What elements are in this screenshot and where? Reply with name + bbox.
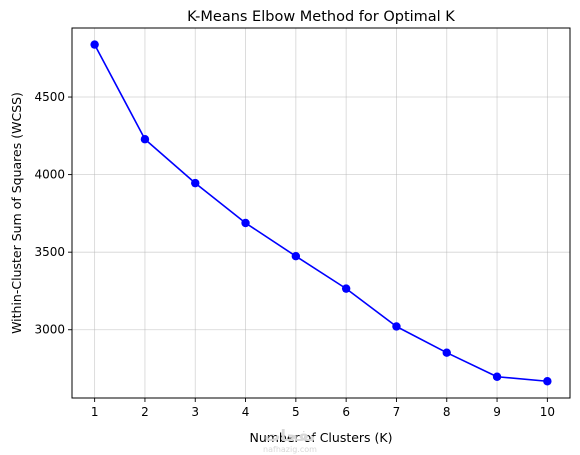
chart-title: K-Means Elbow Method for Optimal K (187, 9, 455, 25)
series-layer (90, 40, 552, 386)
x-tick-label: 8 (443, 405, 451, 419)
wcss-series-line (93, 44, 548, 383)
x-tick-label: 1 (91, 405, 99, 419)
y-tick-label: 4000 (34, 168, 65, 182)
x-tick-label: 4 (242, 405, 250, 419)
plot-frame (71, 27, 571, 399)
watermark-caption: nafhazig.com (263, 445, 317, 454)
wcss-data-point (191, 178, 200, 188)
grid (72, 28, 570, 398)
y-axis-ticks: 3000 3500 4000 4500 (34, 90, 72, 337)
x-tick-label: 6 (342, 405, 350, 419)
wcss-data-point (140, 135, 150, 144)
y-tick-label: 3000 (34, 323, 65, 337)
wcss-data-point (543, 377, 552, 386)
x-tick-label: 9 (493, 405, 501, 419)
x-tick-label: 7 (393, 405, 401, 419)
watermark-logo: نفحات (264, 426, 315, 445)
wcss-data-point (90, 40, 99, 49)
x-tick-label: 2 (141, 405, 149, 419)
x-tick-label: 10 (540, 405, 555, 419)
y-tick-label: 4500 (34, 90, 65, 104)
x-tick-label: 5 (292, 405, 300, 419)
wcss-data-point (291, 252, 301, 261)
wcss-data-point (241, 218, 250, 228)
wcss-data-point (492, 372, 502, 381)
x-axis-label: Number of Clusters (K) (249, 430, 392, 445)
wcss-data-point (442, 348, 451, 357)
wcss-data-point (341, 284, 351, 293)
x-tick-label: 3 (191, 405, 199, 419)
x-axis-ticks: 1 2 3 4 5 6 7 8 9 10 (91, 398, 555, 419)
wcss-data-point (392, 322, 401, 331)
y-tick-label: 3500 (34, 245, 65, 259)
y-axis-label: Within-Cluster Sum of Squares (WCSS) (9, 92, 24, 334)
